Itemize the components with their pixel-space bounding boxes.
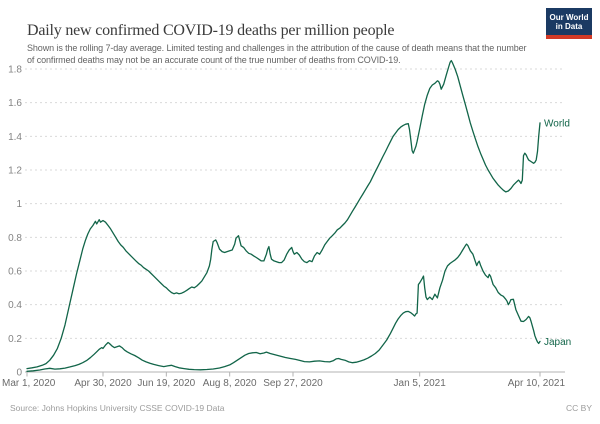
- chart-subtitle: Shown is the rolling 7-day average. Limi…: [27, 43, 527, 65]
- y-axis-tick-label: 0.2: [8, 334, 22, 345]
- owid-logo-stripe: [546, 35, 592, 39]
- owid-logo[interactable]: Our World in Data: [546, 8, 592, 39]
- owid-logo-line1: Our World: [549, 12, 589, 22]
- license-link[interactable]: CC BY: [566, 403, 592, 413]
- x-axis-tick-label: Mar 1, 2020: [2, 378, 56, 389]
- y-axis-tick-label: 0.6: [8, 267, 22, 278]
- japan-series-label: Japan: [544, 337, 571, 348]
- x-axis-tick-label: Sep 27, 2020: [263, 378, 323, 389]
- y-axis-tick-label: 0.8: [8, 233, 22, 244]
- x-axis-tick-label: Apr 10, 2021: [508, 378, 566, 389]
- y-axis-tick-label: 1.2: [8, 166, 22, 177]
- y-axis-tick-label: 1.4: [8, 132, 22, 143]
- y-axis-tick-label: 1.6: [8, 98, 22, 109]
- x-axis-tick-label: Apr 30, 2020: [74, 378, 132, 389]
- y-axis-tick-label: 1.8: [8, 65, 22, 76]
- owid-logo-box: Our World in Data: [546, 8, 592, 35]
- x-axis-tick-label: Jun 19, 2020: [137, 378, 195, 389]
- y-axis-tick-label: 0.4: [8, 300, 22, 311]
- owid-logo-line2: in Data: [555, 21, 583, 31]
- world-line: [26, 59, 541, 370]
- x-axis-tick-label: Aug 8, 2020: [203, 378, 257, 389]
- y-axis-tick-label: 0: [16, 368, 22, 379]
- chart-title: Daily new confirmed COVID-19 deaths per …: [27, 21, 395, 39]
- world-series-label: World: [544, 118, 570, 129]
- source-note: Source: Johns Hopkins University CSSE CO…: [10, 403, 225, 413]
- japan-line: [26, 243, 541, 372]
- y-axis-tick-label: 1: [16, 199, 22, 210]
- x-axis-tick-label: Jan 5, 2021: [394, 378, 447, 389]
- chart-footer: Source: Johns Hopkins University CSSE CO…: [0, 400, 600, 424]
